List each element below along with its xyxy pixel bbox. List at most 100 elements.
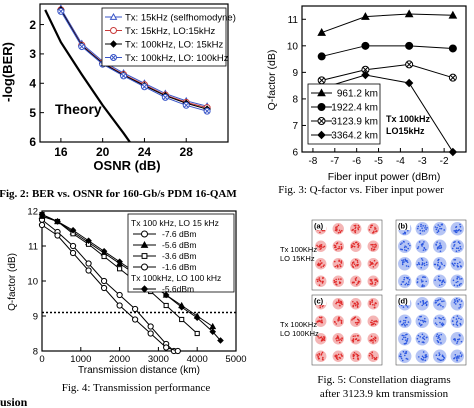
fig5-panel-0-cluster-2-1-dot-1 [334,265,337,268]
fig5-panel-3-cluster-0-1-dot-4 [421,304,424,307]
fig5-panel-1-cluster-0-2-dot-9 [437,224,439,226]
fig5-panel-2-cluster-1-0 [316,316,324,324]
fig5-panel-0-cluster-3-1 [333,278,342,286]
fig5-panel-0-cluster-1-0-dot-10 [319,244,321,247]
fig5-panel-1-cluster-3-3-dot-3 [456,276,459,278]
fig5-panel-1-cluster-1-3-dot-11 [453,243,456,246]
fig5-panel-0-cluster-2-2-dot-7 [355,258,357,261]
fig5-panel-0-cluster-2-1-dot-9 [338,259,340,262]
fig5-panel-2-cluster-0-0-dot-8 [319,304,322,307]
fig5-panel-1-cluster-2-3-dot-7 [456,262,459,265]
fig5-panel-3-cluster-1-3-dot-4 [460,318,462,321]
fig3-xtick-label-2: -6 [352,156,361,167]
fig5-panel-0-cluster-0-3-dot-8 [375,230,377,233]
fig3-annotation-line1: Tx 100kHz [386,114,431,124]
fig2-legend-marker-2 [109,40,118,48]
fig5-panel-3-cluster-0-3-dot-4 [458,298,461,301]
fig2-xtick-label-3: 28 [180,145,194,159]
fig5-panel-2-cluster-2-3-dot-4 [370,335,373,338]
fig4-legend-marker-1 [140,240,149,248]
fig5-panel-1-cluster-3-3 [452,276,463,287]
fig5-panel-0-cluster-3-2-dot-13 [355,279,357,281]
fig5-panel-1-cluster-0-1-dot-1 [420,223,422,226]
fig4-xtick-label-3: 3000 [148,354,169,365]
fig5-panel-0-cluster-1-0-dot-6 [322,246,324,249]
fig4-legend-label-2: -3.6 dBm [162,251,197,261]
fig5-panel-3-cluster-3-3-dot-7 [456,359,458,362]
fig5-panel-2-cluster-0-3 [369,299,377,309]
fig5-panel-0-cluster-2-2-dot-8 [351,264,353,266]
fig3-legend-label-0: 961.2 km [337,89,378,100]
fig5-panel-0-cluster-3-3-dot-12 [376,280,379,283]
fig5-panel-2-cluster-2-3-dot-9 [372,341,374,344]
fig5-panel-0-cluster-3-2 [351,277,361,286]
fig4-legend-label-1: -5.6 dBm [162,240,197,250]
fig5-panel-3-cluster-2-1-dot-10 [425,336,428,339]
fig3-series-3-point-1 [361,70,370,80]
fig4-series-4-point-1 [54,218,61,225]
fig2-series-3-point-1 [78,43,86,51]
fig3-xtick-label-3: -5 [374,156,383,167]
fig3-series-2-point-0 [317,76,326,85]
fig3-series-2-point-1 [361,65,370,74]
fig5-panel-0-cluster-1-0-dot-8 [320,243,322,246]
fig5-panel-0-cluster-2-2 [351,258,359,268]
fig5-panel-3-cluster-0-3-dot-10 [453,301,456,304]
fig5-panel-3-cluster-1-2-dot-9 [443,318,445,321]
fig5-panel-3-cluster-1-1-dot-13 [419,324,422,327]
fig5-panel-2-cluster-0-3-dot-1 [372,303,374,306]
fig5-panel-0-cluster-2-1-dot-5 [333,260,336,263]
fig5-panel-1-cluster-3-1-dot-9 [420,279,423,281]
fig4-series-4-point-4 [100,247,108,255]
fig5-panel-0-cluster-2-2-dot-10 [356,261,359,263]
fig5-panel-1-cluster-0-0-dot-12 [403,231,406,234]
fig5-panel-0-cluster-1-1 [333,242,343,251]
fig5-panel-0-cluster-0-1-dot-10 [335,226,337,228]
fig4-xtick-label-1: 1000 [70,354,91,365]
fig3-ytick-label-4: 10 [287,41,299,52]
fig3-series-2-line [321,63,454,81]
fig5-panel-1-cluster-0-1 [416,223,428,235]
fig5-panel-3-cluster-3-3-dot-2 [461,354,463,356]
fig5-panel-1-cluster-3-3-dot-13 [455,281,458,284]
fig5-panel-3-cluster-0-3-dot-7 [454,300,456,303]
fig5-panel-2-cluster-1-2-dot-11 [356,321,359,324]
fig5-panel-1-cluster-1-0-dot-12 [409,244,411,247]
fig5-panel-1-cluster-1-1-dot-13 [416,247,419,250]
fig5-panel-2-cluster-2-1-dot-9 [335,338,337,340]
fig5-panel-0-cluster-2-1-dot-3 [339,263,341,266]
fig5-panel-1-cluster-1-3-dot-0 [451,247,454,250]
fig5-panel-2-cluster-3-3-dot-8 [371,355,374,357]
fig5-panel-3-cluster-2-0-dot-9 [401,338,404,341]
fig5-panel-3-cluster-0-3 [453,297,463,309]
fig5-panel-0-cluster-1-1-dot-13 [340,243,342,246]
fig5-panel-3-cluster-1-1-dot-12 [419,315,421,318]
fig5-panel-1-cluster-3-3-dot-10 [458,283,461,286]
fig5-panel-1-cluster-3-2 [434,275,446,287]
fig4-series-4-point-3 [85,237,92,245]
fig5-panel-3-cluster-2-2-dot-2 [440,333,443,336]
fig5-panel-2-cluster-1-1-dot-11 [337,319,339,322]
fig5-panel-0-cluster-2-1-halo [332,258,344,270]
fig5-panel-3-cluster-0-2-dot-12 [440,304,442,307]
fig5-panel-3-cluster-0-0-dot-1 [406,306,409,308]
fig5-panel-0-cluster-1-3-dot-7 [372,249,375,251]
fig5-panel-0-cluster-0-0-dot-12 [321,229,324,232]
fig5-panel-3-cluster-3-1-dot-5 [420,357,423,360]
fig4-series-3-point-0 [38,221,46,229]
fig5-panel-1-cluster-1-0-dot-9 [403,241,405,243]
fig5-panel-1-cluster-1-3-dot-1 [457,247,460,250]
fig5-panel-2-cluster-3-2-dot-7 [357,357,359,360]
fig5-panel-0-cluster-0-2-dot-5 [352,228,354,231]
fig5-panel-0-cluster-2-1-dot-12 [340,262,343,264]
fig5-panel-3-cluster-3-2-dot-9 [442,358,445,361]
fig5-panel-2-cluster-3-2-dot-0 [355,353,357,355]
fig5-panel-0-cluster-2-2-dot-13 [352,266,355,268]
fig5-panel-2-cluster-2-2-dot-11 [351,339,354,342]
fig5-panel-3-cluster-0-3-dot-12 [454,303,457,305]
fig2-series-3-point-7-cross-b [204,108,210,114]
fig5-panel-3-cluster-0-0-dot-12 [402,306,405,308]
fig5-panel-0-cluster-3-1-dot-10 [335,280,337,283]
fig5-panel-2-cluster-3-1-dot-3 [337,353,340,356]
fig2-ytick-label-2: 4 [29,76,36,90]
